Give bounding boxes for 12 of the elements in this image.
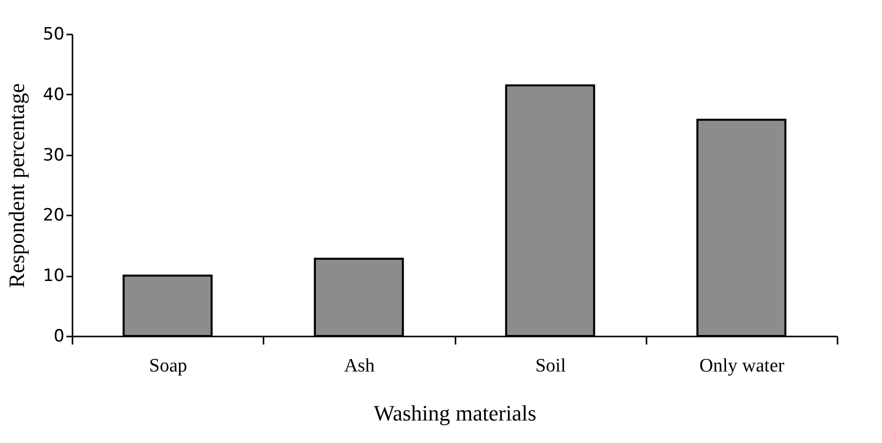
y-tick-label: 30 [42, 145, 64, 166]
x-tick-label: Soil [535, 356, 566, 376]
y-tick-label: 50 [42, 24, 64, 44]
y-tick-label: 20 [42, 206, 64, 226]
x-axis-title: Washing materials [374, 400, 536, 426]
y-tick-label: 10 [42, 266, 64, 286]
y-tick-label: 0 [54, 326, 64, 346]
x-tick-label: Ash [344, 356, 376, 376]
x-tick-label: Only water [699, 356, 786, 376]
y-tick-label: 40 [42, 84, 64, 105]
x-tick-label: Soap [149, 356, 188, 376]
y-axis-title: Respondent percentage [4, 83, 29, 288]
